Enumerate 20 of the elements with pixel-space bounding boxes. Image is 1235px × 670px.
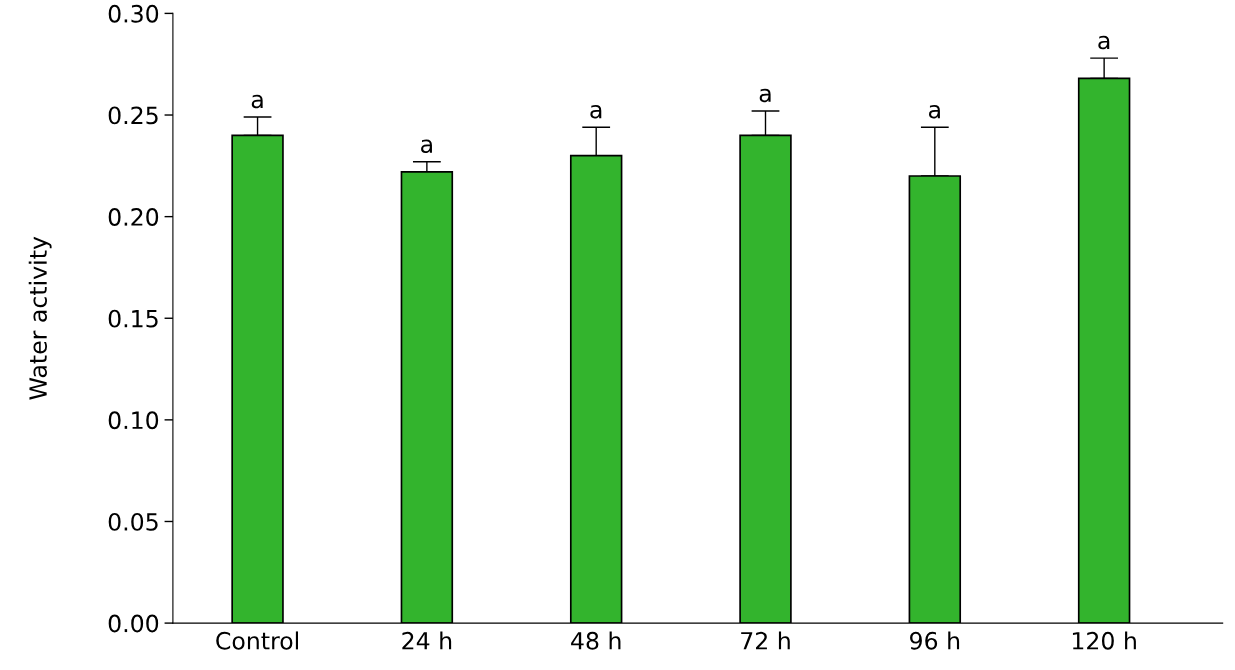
y-tick-label: 0.30 <box>108 4 159 23</box>
annotation: a <box>421 139 432 154</box>
y-tick-label: 0.10 <box>108 411 159 430</box>
x-tick-label: 120 h <box>1072 631 1136 650</box>
x-tick-label: 48 h <box>571 631 621 650</box>
y-tick-label: 0.00 <box>108 614 159 633</box>
annotation: a <box>1098 35 1110 50</box>
y-tick-label: 0.05 <box>108 512 158 531</box>
y-axis-title: Water activity <box>28 236 52 400</box>
y-tick-label: 0.15 <box>108 309 158 328</box>
annotation: a <box>759 88 771 103</box>
x-tick-label: 72 h <box>741 631 790 650</box>
annotation: a <box>251 94 263 109</box>
x-tick-label: Control <box>216 631 299 650</box>
annotation: a <box>590 104 602 119</box>
annotation: a <box>929 104 940 119</box>
x-tick-label: 24 h <box>402 631 452 650</box>
y-tick-label: 0.25 <box>108 106 158 125</box>
x-tick-label: 96 h <box>910 631 960 650</box>
y-tick-label: 0.20 <box>108 208 159 226</box>
